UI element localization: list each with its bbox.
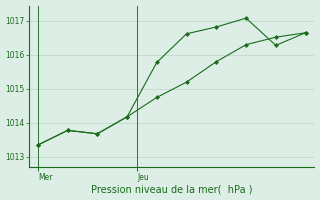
X-axis label: Pression niveau de la mer(  hPa ): Pression niveau de la mer( hPa ): [91, 184, 252, 194]
